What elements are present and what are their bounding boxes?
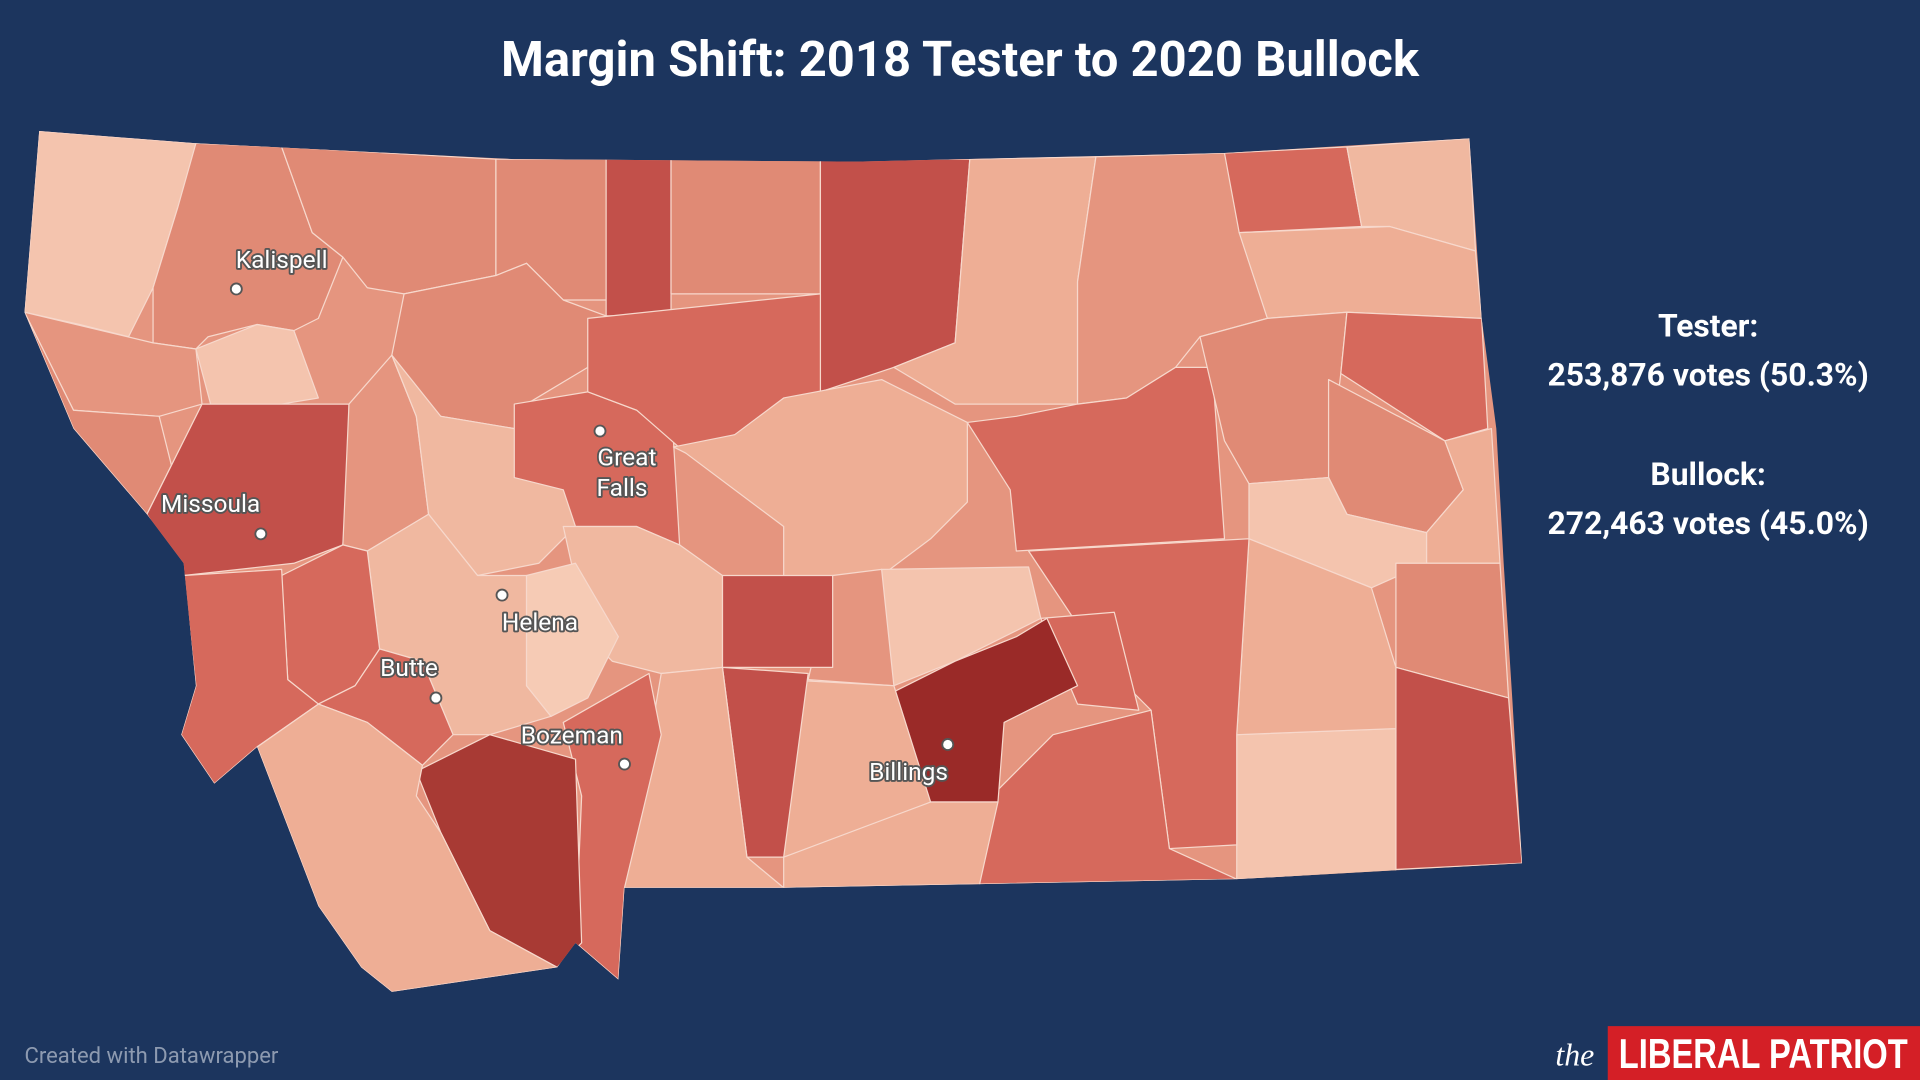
city-marker <box>429 691 443 705</box>
title: Margin Shift: 2018 Tester to 2020 Bulloc… <box>501 31 1420 88</box>
counties <box>24 131 1523 992</box>
county <box>670 158 822 295</box>
county <box>966 366 1226 552</box>
county <box>1236 727 1397 880</box>
county <box>1223 146 1363 234</box>
logo-box <box>1607 1026 1920 1080</box>
candidate-name: Bullock: <box>1650 455 1766 493</box>
city-label: Butte <box>380 653 438 682</box>
city-label: Missoula <box>161 489 260 518</box>
county <box>1395 666 1523 870</box>
city-label: Helena <box>502 608 578 637</box>
county <box>672 378 968 583</box>
county <box>525 562 619 717</box>
county <box>605 158 672 317</box>
candidate-name: Tester: <box>1658 307 1758 345</box>
county <box>783 801 999 889</box>
city-marker <box>495 588 509 602</box>
candidate-votes: 253,876 votes (50.3%) <box>1548 356 1869 394</box>
credit: Created with Datawrapper <box>24 1044 278 1069</box>
city-label: Billings <box>869 757 948 786</box>
candidate-votes: 272,463 votes (45.0%) <box>1548 504 1869 542</box>
county <box>562 672 662 981</box>
county <box>721 574 834 668</box>
city-marker <box>254 527 268 541</box>
city-marker <box>941 738 955 751</box>
logo-prefix: the <box>1555 1037 1594 1072</box>
city-marker <box>593 424 607 438</box>
logo-name: LIBERAL PATRIOT <box>1619 1030 1908 1077</box>
county <box>391 354 577 577</box>
city-marker <box>618 757 631 771</box>
city-label: Bozeman <box>521 720 623 749</box>
city-label: Falls <box>597 473 648 502</box>
city-label: Kalispell <box>236 245 328 274</box>
city-marker <box>229 282 243 296</box>
city-label: Great <box>597 442 656 471</box>
